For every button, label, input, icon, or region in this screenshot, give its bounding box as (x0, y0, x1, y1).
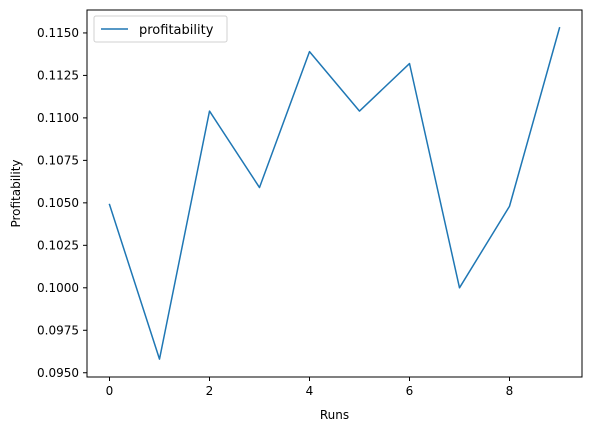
y-tick-label-0.0975: 0.0975 (37, 323, 79, 337)
y-tick-label-0.1025: 0.1025 (37, 238, 79, 252)
plot-area (108, 26, 561, 360)
x-tick-label-2: 2 (206, 384, 214, 398)
y-tick-label-0.0950: 0.0950 (37, 366, 79, 380)
x-tick-label-8: 8 (506, 384, 514, 398)
x-tick-label-0: 0 (106, 384, 114, 398)
y-tick-label-0.1150: 0.1150 (37, 26, 79, 40)
series-line-profitability (108, 26, 561, 360)
y-axis-label: Profitability (9, 159, 23, 227)
x-axis-label: Runs (320, 408, 349, 422)
y-tick-label-0.1050: 0.1050 (37, 196, 79, 210)
x-tick-label-6: 6 (406, 384, 414, 398)
y-tick-label-0.1125: 0.1125 (37, 68, 79, 82)
y-tick-label-0.1075: 0.1075 (37, 153, 79, 167)
x-tick-label-4: 4 (306, 384, 314, 398)
y-tick-label-0.1100: 0.1100 (37, 111, 79, 125)
x-axis-ticks: 0 2 4 6 8 (106, 377, 514, 398)
legend: profitability (93, 15, 228, 43)
y-axis-ticks: 0.0950 0.0975 0.1000 0.1025 0.1050 0.1075 0.11… (37, 26, 87, 380)
axes-frame (86, 9, 583, 378)
legend-label: profitability (139, 23, 214, 38)
y-tick-label-0.1000: 0.1000 (37, 281, 79, 295)
legend-box (93, 15, 228, 43)
